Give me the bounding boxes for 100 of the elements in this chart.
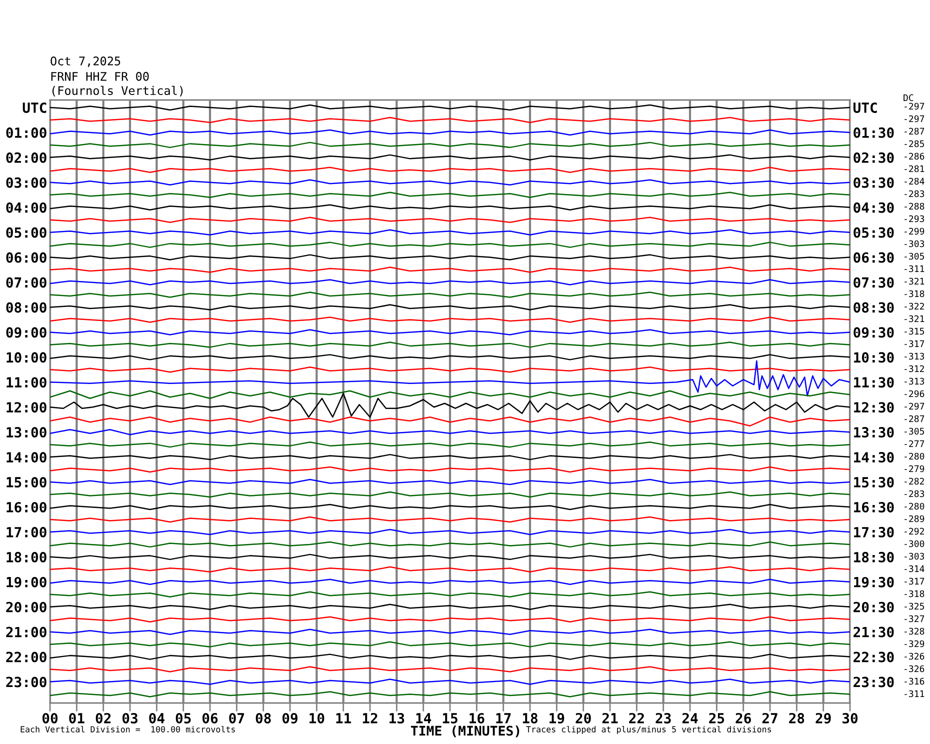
text: -305 (904, 252, 924, 260)
text: -316 (904, 678, 924, 685)
text: -280 (904, 502, 924, 510)
text: -315 (904, 328, 924, 335)
x-tick-label: 28 (789, 712, 804, 724)
x-tick-label: 02 (96, 712, 111, 724)
y2-tick-label: 07:30 (854, 277, 894, 288)
text: Each Vertical Division = 100.00 microvolts (20, 726, 235, 732)
text: -328 (904, 628, 924, 635)
y-tick-label: 16:00 (6, 502, 46, 512)
y2-tick-label: 11:30 (854, 377, 894, 388)
y2-tick-label: 06:30 (854, 252, 894, 263)
text: -318 (904, 290, 924, 298)
y-tick-label: 18:00 (6, 552, 46, 562)
text: -281 (904, 165, 924, 172)
y2-tick-label: 01:30 (854, 127, 894, 138)
y2-tick-label: 13:30 (854, 427, 894, 438)
y-tick-label: 17:00 (6, 526, 46, 538)
line-series (50, 390, 850, 400)
y-tick-label: 03:00 (6, 177, 46, 188)
x-tick-label: 30 (842, 712, 858, 724)
y-tick-label: 20:00 (6, 602, 46, 612)
x-tick-label: 17 (496, 713, 511, 724)
x-tick-label: 01 (69, 712, 84, 724)
y2-tick-label: 10:30 (854, 352, 894, 363)
x-tick-label: 11 (336, 713, 352, 724)
x-tick-label: 00 (42, 712, 58, 724)
text: -282 (904, 478, 924, 485)
y-tick-label: 06:00 (6, 252, 46, 263)
text: -297 (904, 402, 924, 410)
y-tick-label: 10:00 (6, 352, 46, 363)
x-axis-title: TIME (MINUTES) (410, 726, 520, 738)
text: -296 (904, 390, 924, 398)
text: -311 (904, 265, 924, 272)
y-tick-label: 15:00 (6, 476, 46, 488)
y2-tick-label: 19:30 (854, 576, 894, 588)
y-tick-label: 19:00 (6, 576, 46, 588)
text: -313 (904, 378, 924, 385)
line-series (50, 416, 850, 426)
text: -297 (904, 102, 924, 110)
x-tick-label: 23 (656, 712, 671, 724)
text: -279 (904, 465, 924, 472)
text: -311 (904, 690, 924, 698)
y-tick-label: 14:00 (6, 452, 46, 463)
chart-title: Oct 7,2025 (50, 56, 120, 67)
x-tick-label: 13 (390, 712, 404, 724)
text: -305 (904, 428, 924, 435)
x-tick-label: 12 (362, 712, 378, 724)
x-tick-label: 16 (470, 712, 484, 724)
x-tick-label: 10 (310, 712, 324, 724)
x-tick-label: 18 (522, 712, 538, 724)
text: -288 (904, 202, 924, 210)
text: -329 (904, 640, 924, 648)
y2-tick-label: 14:30 (854, 452, 894, 463)
x-tick-label: 29 (816, 712, 831, 724)
text: -299 (904, 228, 924, 235)
text: -293 (904, 215, 924, 222)
text: DC (904, 94, 914, 102)
x-tick-label: 21 (602, 712, 618, 724)
y-tick-label: 04:00 (6, 202, 46, 213)
line-series (50, 360, 850, 397)
x-tick-label: 24 (682, 712, 698, 724)
line-series (50, 392, 850, 418)
text: -317 (904, 340, 924, 348)
x-tick-label: 19 (550, 713, 564, 724)
y-tick-label: 21:00 (6, 626, 46, 638)
y-tick-label: 23:00 (6, 676, 46, 688)
x-tick-label: 03 (122, 712, 138, 724)
y-tick-label: 01:00 (6, 127, 46, 138)
text: -326 (904, 652, 924, 660)
text: -325 (904, 602, 924, 610)
chart-subtitle: FRNF HHZ FR 00 (Fournols Vertical) (51, 72, 183, 96)
y2-tick-label: 02:30 (854, 152, 894, 163)
text: -284 (904, 178, 924, 185)
y2-tick-label: 04:30 (854, 202, 894, 213)
text: -283 (904, 490, 924, 498)
text: -285 (904, 140, 924, 148)
x-tick-label: 25 (709, 712, 724, 724)
y2-tick-label: 12:30 (854, 402, 894, 413)
y2-tick-label: UTC (853, 102, 877, 113)
y2-tick-label: 03:30 (854, 177, 894, 188)
text: -322 (904, 302, 924, 310)
y-tick-label: 02:00 (6, 152, 46, 163)
text: -286 (904, 152, 924, 160)
y-tick-label: 11:00 (6, 377, 46, 388)
text: -292 (904, 528, 924, 535)
x-tick-label: 15 (442, 713, 458, 724)
text: -277 (904, 440, 924, 448)
x-tick-label: 14 (416, 713, 432, 724)
y-tick-label: 09:00 (6, 327, 46, 338)
x-tick-label: 22 (629, 712, 644, 724)
text: -297 (904, 115, 924, 122)
x-tick-label: 06 (202, 712, 218, 724)
y-tick-label: 13:00 (6, 427, 46, 438)
text: -280 (904, 452, 924, 460)
text: -327 (904, 615, 924, 622)
text: -313 (904, 352, 924, 360)
x-tick-label: 07 (229, 712, 244, 724)
text: -283 (904, 190, 924, 198)
text: -312 (904, 365, 924, 372)
